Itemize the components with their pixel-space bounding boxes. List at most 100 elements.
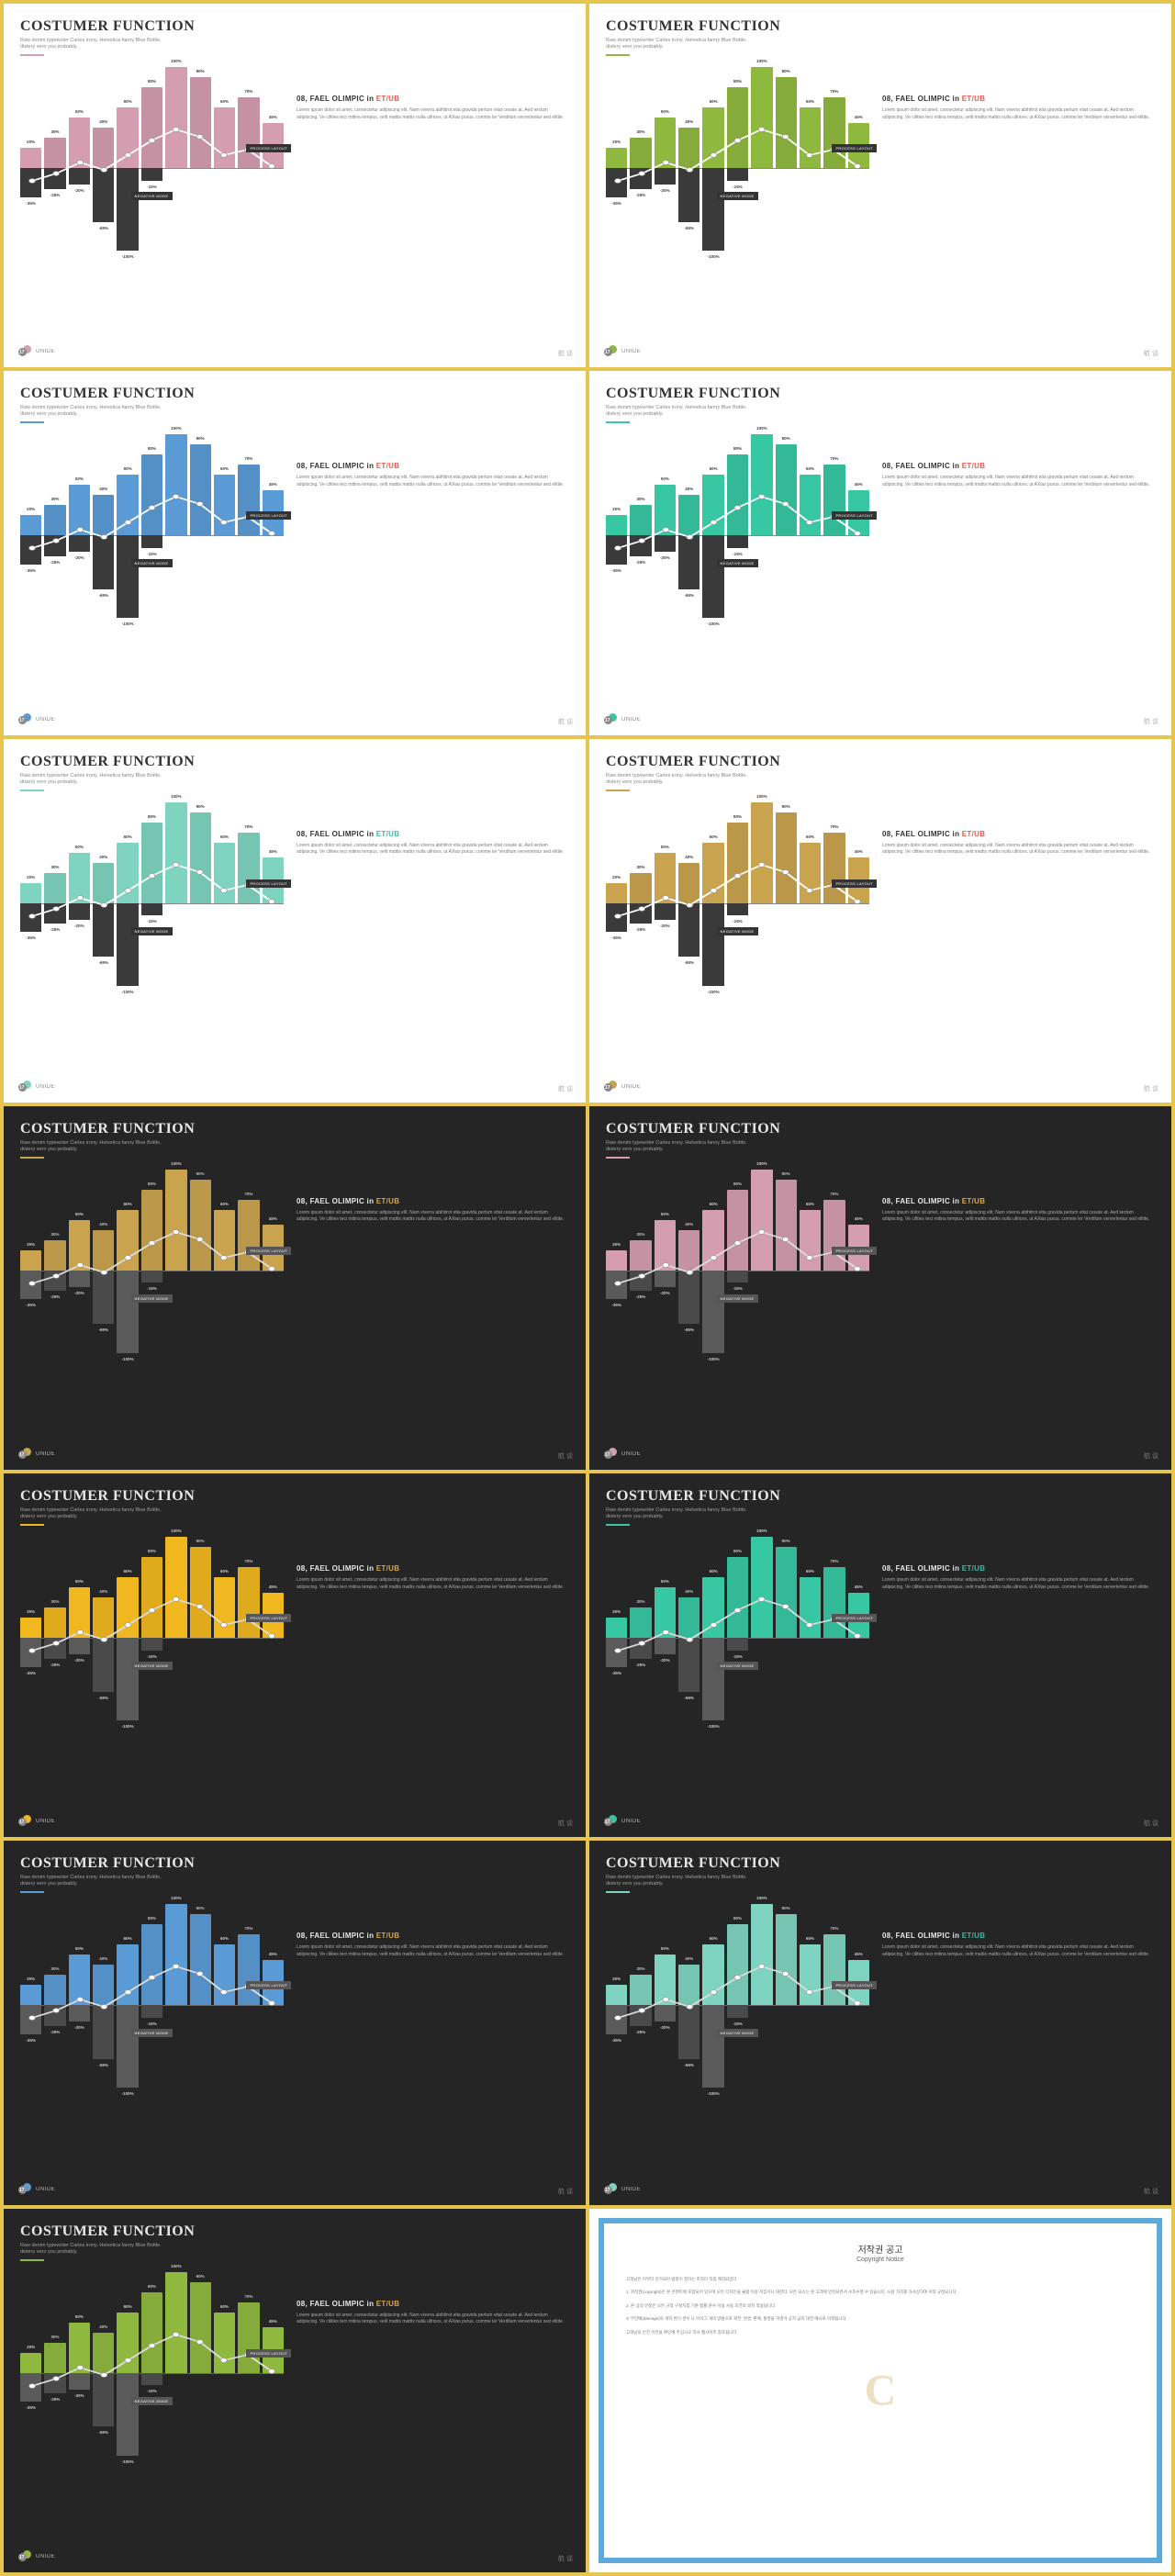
- bar-label: 60%: [124, 1569, 132, 1574]
- bar-label: -20%: [660, 2025, 670, 2030]
- positive-bar: 50%: [69, 1587, 90, 1638]
- footer-brand: UNIDE: [621, 1084, 641, 1090]
- bar-label: 20%: [27, 1609, 35, 1614]
- bar-label: -35%: [611, 568, 621, 573]
- side-text-block: 08, FAEL OLIMPIC in ET/UBLorem ipsum dol…: [297, 434, 569, 618]
- diverging-bar-chart: 20%-35%30%-25%50%-20%40%-65%60%-100%80%-…: [606, 802, 869, 986]
- negative-bar: -100%: [702, 1271, 723, 1353]
- bar-label: 80%: [733, 446, 742, 451]
- bar-label: 60%: [220, 1202, 229, 1206]
- bar-label: 50%: [75, 1212, 84, 1216]
- copyright-line: 고객님의 안전 이전을 확인해 주십시오 자사 웹사이트 참조됩니다.: [626, 2329, 1135, 2336]
- bar-label: -15%: [147, 1286, 157, 1291]
- bar-label: 20%: [612, 1242, 621, 1247]
- side-text-block: 08, FAEL OLIMPIC in ET/UBLorem ipsum dol…: [882, 67, 1155, 251]
- positive-bar: 20%: [20, 148, 41, 168]
- bar-label: 45%: [269, 1216, 277, 1221]
- bar-label: 60%: [220, 1569, 229, 1574]
- positive-bar: 70%: [238, 1200, 259, 1271]
- bar-column: 40%-65%: [678, 434, 699, 618]
- negative-bar: -20%: [69, 168, 90, 185]
- slide-title: COSTUMER FUNCTION: [20, 1855, 569, 1872]
- bar-label: -35%: [26, 2038, 36, 2043]
- bar-label: 60%: [806, 1202, 814, 1206]
- bar-label: -20%: [74, 1658, 84, 1663]
- slide-subtitle: Raw denim typewriter Carles irony. Helve…: [606, 1875, 1155, 1880]
- bar-column: 100%: [165, 1537, 186, 1720]
- side-heading: 08, FAEL OLIMPIC in ET/UB: [297, 1564, 569, 1573]
- bar-label: 80%: [733, 814, 742, 819]
- positive-bar: 60%: [702, 107, 723, 168]
- bar-label: 20%: [612, 1977, 621, 1981]
- negative-bar: -65%: [678, 2005, 699, 2059]
- bar-label: -15%: [733, 185, 743, 189]
- bar-label: 50%: [661, 1579, 669, 1584]
- bar-label: -65%: [684, 593, 694, 598]
- bar-label: -25%: [636, 1663, 646, 1667]
- footer-brand: UNIDE: [621, 717, 641, 722]
- title-underline: [20, 1157, 44, 1159]
- process-layout-tag: PROCESS LAYOUT: [832, 879, 877, 888]
- positive-bar: 40%: [93, 1597, 114, 1638]
- bar-column: 20%-35%: [606, 1537, 627, 1720]
- bar-column: 80%-15%: [727, 1537, 748, 1720]
- bar-label: 70%: [830, 824, 838, 829]
- copyright-line: 3. 무단배(damage)의 게지 변기 경우 나 아이그 개의 방법으로 복…: [626, 2315, 1135, 2323]
- diverging-bar-chart: 20%-35%30%-25%50%-20%40%-65%60%-100%80%-…: [20, 802, 284, 986]
- negative-bar: -35%: [20, 2005, 41, 2034]
- negative-bar: -25%: [630, 903, 651, 924]
- negative-mode-tag: NEGATIVE MODE: [131, 559, 173, 567]
- bar-label: -100%: [122, 1724, 134, 1729]
- negative-mode-tag: NEGATIVE MODE: [131, 192, 173, 200]
- diverging-bar-chart: 20%-35%30%-25%50%-20%40%-65%60%-100%80%-…: [606, 1537, 869, 1720]
- positive-bar: 90%: [776, 444, 797, 535]
- side-heading: 08, FAEL OLIMPIC in ET/UB: [882, 830, 1155, 838]
- slide-footer: 17UNIDE: [18, 1081, 55, 1093]
- negative-bar: -20%: [69, 2005, 90, 2022]
- negative-bar: -15%: [727, 903, 748, 916]
- bar-label: 20%: [612, 507, 621, 511]
- slide-footer: 17UNIDE: [604, 1448, 641, 1461]
- positive-bar: 70%: [238, 465, 259, 535]
- bar-column: 90%: [190, 1904, 211, 2088]
- bar-label: 90%: [782, 1906, 790, 1910]
- footer-brand: UNIDE: [36, 1451, 55, 1457]
- side-body-text: Lorem ipsum dolor sit amet, consectetur …: [882, 1577, 1155, 1591]
- bar-column: 60%: [800, 1170, 821, 1353]
- bar-label: 50%: [661, 1946, 669, 1951]
- bar-column: 60%: [800, 802, 821, 986]
- bar-label: 90%: [782, 69, 790, 73]
- bar-label: 30%: [51, 497, 60, 501]
- bar-column: 100%: [751, 1170, 772, 1353]
- bar-column: 60%: [214, 1904, 235, 2088]
- process-layout-tag: PROCESS LAYOUT: [832, 1247, 877, 1255]
- slide-subtitle: distery vero you probably.: [20, 1881, 569, 1887]
- bar-column: 70%: [238, 1537, 259, 1720]
- slide-subtitle: distery vero you probably.: [20, 2249, 569, 2255]
- bar-label: -15%: [147, 552, 157, 556]
- bar-label: 45%: [269, 1585, 277, 1589]
- positive-bar: 90%: [190, 444, 211, 535]
- bar-column: 45%: [848, 1537, 869, 1720]
- positive-bar: 100%: [165, 1904, 186, 2005]
- side-body-text: Lorem ipsum dolor sit amet, consectetur …: [882, 107, 1155, 121]
- negative-bar: -35%: [606, 168, 627, 197]
- positive-bar: 50%: [69, 118, 90, 168]
- positive-bar: 40%: [93, 1230, 114, 1271]
- negative-bar: -25%: [630, 168, 651, 189]
- bar-column: 50%-20%: [69, 1904, 90, 2088]
- bar-label: -100%: [122, 2091, 134, 2096]
- bar-column: 20%-35%: [20, 2272, 41, 2456]
- positive-bar: 60%: [214, 475, 235, 535]
- bar-label: 80%: [148, 1182, 156, 1186]
- positive-bar: 20%: [606, 515, 627, 535]
- negative-bar: -25%: [44, 2373, 65, 2394]
- process-layout-tag: PROCESS LAYOUT: [246, 1247, 291, 1255]
- bar-label: -65%: [684, 1696, 694, 1700]
- bar-label: 80%: [733, 79, 742, 84]
- bar-column: 45%: [263, 67, 284, 251]
- bar-label: 90%: [196, 1171, 205, 1176]
- page-badge: 17: [18, 1448, 31, 1461]
- negative-bar: -20%: [655, 535, 676, 552]
- bar-label: 70%: [244, 456, 252, 461]
